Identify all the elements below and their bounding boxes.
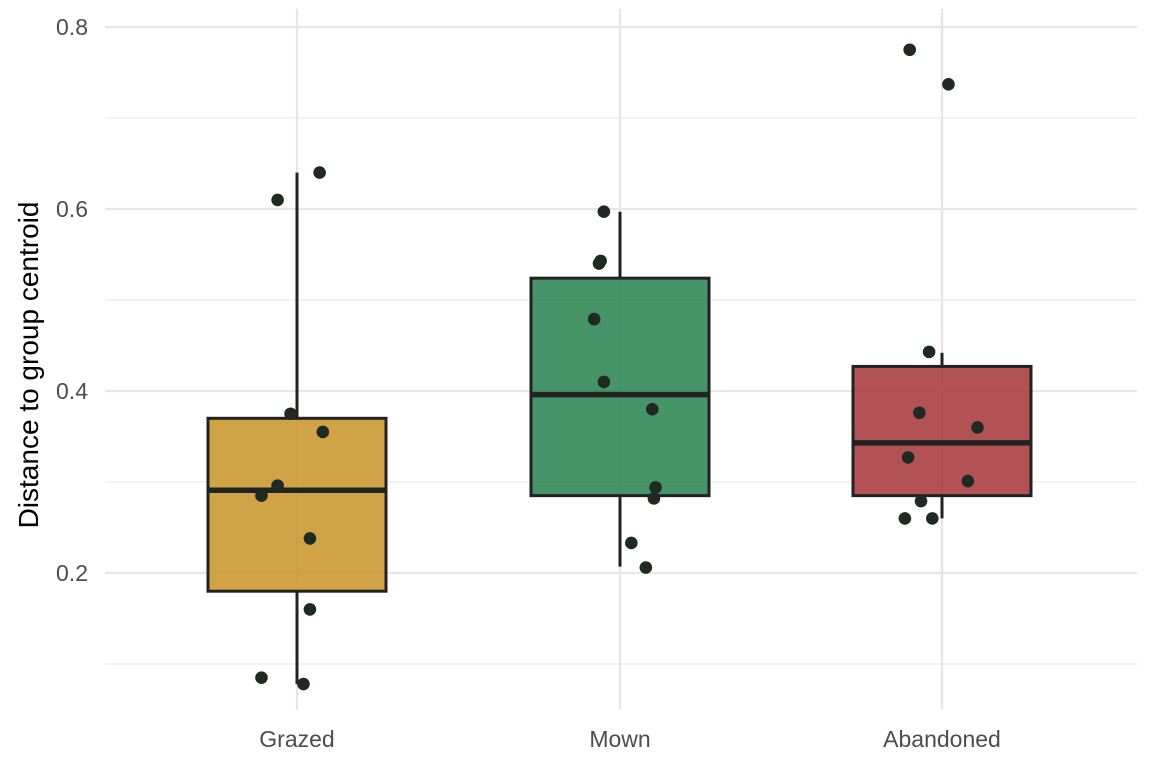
- data-point: [597, 375, 611, 389]
- y-tick-label: 0.8: [56, 14, 88, 40]
- data-point: [647, 492, 661, 505]
- data-point: [271, 193, 284, 207]
- box-iqr: [529, 276, 711, 498]
- data-point: [592, 257, 606, 270]
- data-point: [255, 671, 268, 684]
- data-point: [284, 407, 297, 421]
- x-tick-label: Grazed: [259, 726, 334, 752]
- axis-labels: 0.2 0.4 0.6 0.8 Grazed Mown Abandoned: [56, 14, 1001, 752]
- data-point: [913, 406, 926, 420]
- box-iqr: [206, 416, 388, 593]
- box-layer: [206, 172, 1033, 685]
- data-point: [625, 536, 638, 550]
- data-point: [303, 532, 317, 545]
- data-point: [255, 489, 268, 502]
- data-point: [316, 425, 330, 439]
- data-point: [926, 512, 939, 525]
- data-point: [961, 474, 975, 488]
- x-tick-label: Mown: [589, 726, 650, 752]
- data-point: [903, 43, 916, 57]
- data-point: [901, 451, 915, 464]
- x-tick-label: Abandoned: [883, 726, 1001, 752]
- data-point: [646, 402, 659, 416]
- data-point: [971, 421, 984, 434]
- jitter-points: [255, 43, 984, 691]
- data-point: [898, 512, 912, 525]
- box-iqr: [851, 364, 1033, 498]
- data-point: [303, 603, 317, 616]
- data-point: [587, 312, 601, 326]
- data-point: [271, 479, 284, 492]
- y-axis-title: Distance to group centroid: [13, 202, 44, 529]
- data-point: [922, 345, 936, 359]
- data-point: [639, 561, 653, 574]
- y-tick-label: 0.4: [56, 378, 88, 404]
- data-point: [597, 205, 611, 219]
- data-point: [914, 494, 928, 508]
- data-point: [297, 677, 310, 691]
- y-tick-label: 0.6: [56, 196, 88, 222]
- y-tick-label: 0.2: [56, 560, 88, 586]
- data-point: [942, 78, 955, 91]
- data-point: [313, 166, 326, 179]
- data-point: [649, 481, 662, 494]
